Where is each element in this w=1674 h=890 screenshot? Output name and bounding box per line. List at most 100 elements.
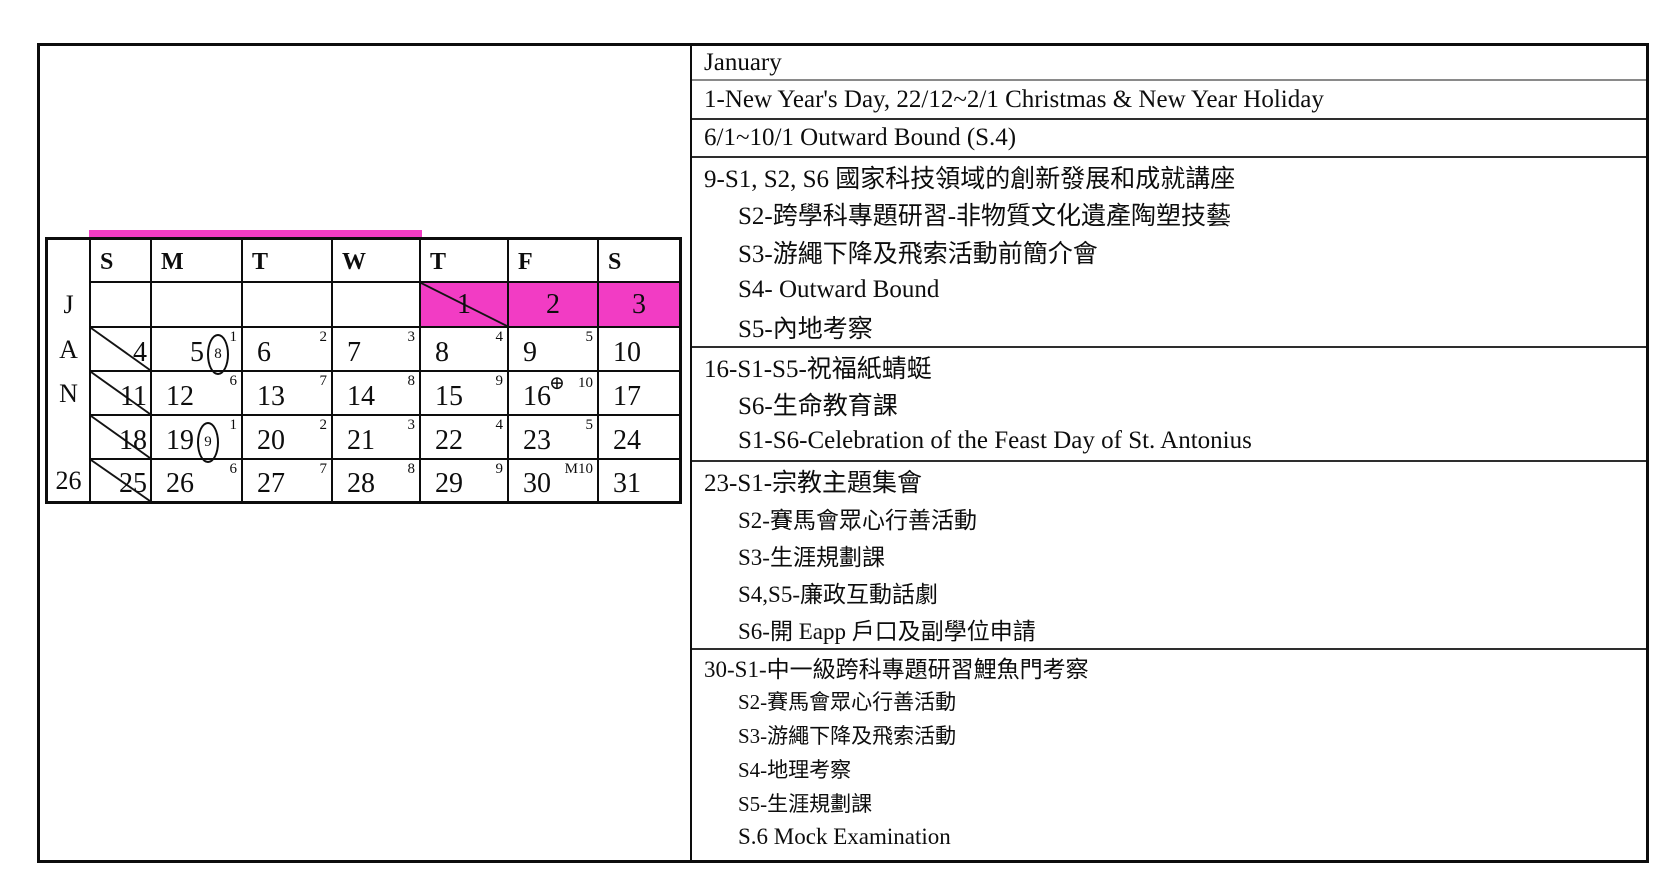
date-number: 20 xyxy=(257,425,285,456)
cycle-day-superscript: 6 xyxy=(229,461,238,477)
date-number-row: 28 xyxy=(333,470,419,498)
day-cell-11: 11 xyxy=(91,372,152,416)
date-number: 11 xyxy=(120,381,147,412)
date-number: 17 xyxy=(613,381,641,412)
event-subitem: S4- Outward Bound xyxy=(738,275,940,303)
day-cell-17: 17 xyxy=(599,372,679,416)
day-cell-26: 6 26 xyxy=(152,460,243,501)
day-cell-13: 7 13 xyxy=(243,372,333,416)
date-number-row: 3 xyxy=(599,291,679,319)
date-number-row: 23 xyxy=(509,427,597,455)
date-number-row: 4 xyxy=(91,339,150,367)
cycle-day-superscript: 1 xyxy=(229,417,238,433)
week-number-label: 26 xyxy=(55,466,82,495)
date-number: 18 xyxy=(119,425,147,456)
cycle-day-superscript: 2 xyxy=(319,329,328,345)
date-number: 6 xyxy=(257,337,271,368)
date-number: 14 xyxy=(347,381,375,412)
date-number-row: 24 xyxy=(599,427,679,455)
holiday-continuation-bar xyxy=(89,230,422,237)
day-cell-24: 24 xyxy=(599,416,679,460)
weekday-header-6: F xyxy=(509,240,599,283)
day-cell-25: 25 xyxy=(91,460,152,501)
calendar-grid: J A N 26 S M T W T F S 1 2 3 4 1 5 8 2 6 3 7 4 8 5 9 10 11 6 12 7 13 8 14… xyxy=(45,237,682,504)
month-label-letter: N xyxy=(59,379,78,408)
date-number: 9 xyxy=(523,337,537,368)
event-heading: 9-S1, S2, S6 國家科技領域的創新發展和成就講座 xyxy=(704,165,1236,193)
crossed-out-diagonal xyxy=(91,372,150,414)
weekday-header-4: W xyxy=(333,240,421,283)
cycle-day-superscript: 1 xyxy=(229,329,238,345)
date-number: 28 xyxy=(347,468,375,499)
event-sections: 1-New Year's Day, 22/12~2/1 Christmas & … xyxy=(692,81,1646,854)
day-cell-20: 2 20 xyxy=(243,416,333,460)
cycle-day-superscript: 3 xyxy=(407,329,416,345)
date-number-row: 1 xyxy=(421,291,507,319)
crossed-out-diagonal xyxy=(91,328,150,370)
month-label-letter: J xyxy=(63,290,74,319)
date-number-row: 15 xyxy=(421,383,507,411)
weekday-header-2: M xyxy=(152,240,243,283)
date-number-row: 18 xyxy=(91,427,150,455)
date-number-row: 27 xyxy=(243,470,331,498)
date-number-row: 9 xyxy=(509,339,597,367)
day-cell-31: 31 xyxy=(599,460,679,501)
cycle-day-superscript: ⊕ 10 xyxy=(549,373,593,394)
weekday-header-1: S xyxy=(91,240,152,283)
date-number: 12 xyxy=(166,381,194,412)
event-heading: 16-S1-S5-祝福紙蜻蜓 xyxy=(704,355,932,383)
cycle-day-superscript: 7 xyxy=(319,373,328,389)
cycle-day-superscript: 4 xyxy=(495,417,504,433)
day-cell-14: 8 14 xyxy=(333,372,421,416)
weekday-header-7: S xyxy=(599,240,679,283)
event-subitem: S6-生命教育課 xyxy=(738,392,898,420)
cycle-day-superscript: M10 xyxy=(564,461,593,477)
date-number-row: 16 xyxy=(509,383,597,411)
event-section-5: 23-S1-宗教主題集會 S2-賽馬會眾心行善活動 S3-生涯規劃課 S4,S5-廉政… xyxy=(692,462,1646,650)
event-section-1: 1-New Year's Day, 22/12~2/1 Christmas & … xyxy=(692,81,1646,120)
date-number-row: 22 xyxy=(421,427,507,455)
event-subitem: S6-開 Eapp 戶口及副學位申請 xyxy=(738,619,1036,645)
day-cell-29: 9 29 xyxy=(421,460,509,501)
event-subitem: S4,S5-廉政互動話劇 xyxy=(738,582,938,608)
day-cell-10: 10 xyxy=(599,328,679,372)
date-number: 10 xyxy=(613,337,641,368)
date-number-row: 31 xyxy=(599,470,679,498)
day-cell-3: 3 xyxy=(599,283,679,328)
january-mini-calendar: J A N 26 S M T W T F S 1 2 3 4 1 5 8 2 6 3 7 4 8 5 9 10 11 6 12 7 13 8 14… xyxy=(45,230,682,504)
event-subitem: S5-生涯規劃課 xyxy=(738,792,873,816)
cycle-day-superscript: 3 xyxy=(407,417,416,433)
date-number: 30 xyxy=(523,468,551,499)
event-subitem: S2-跨學科專題研習-非物質文化遺產陶塑技藝 xyxy=(738,203,1232,231)
date-number-row: 10 xyxy=(599,339,679,367)
event-subitem: S3-生涯規劃課 xyxy=(738,545,885,570)
date-number: 16 xyxy=(523,381,551,412)
events-panel: January 1-New Year's Day, 22/12~2/1 Chri… xyxy=(690,46,1646,860)
event-subitem: S2-賽馬會眾心行善活動 xyxy=(738,690,957,714)
day-cell-19: 1 19 9 xyxy=(152,416,243,463)
day-cell-empty xyxy=(152,283,243,328)
event-heading: 6/1~10/1 Outward Bound (S.4) xyxy=(704,124,1017,151)
date-number-row: 2 xyxy=(509,291,597,319)
day-cell-16: ⊕ 10 16 xyxy=(509,372,599,416)
day-cell-empty xyxy=(91,283,152,328)
weekday-header-3: T xyxy=(243,240,333,283)
crossed-out-diagonal xyxy=(91,460,150,501)
cycle-day-superscript: 2 xyxy=(319,417,328,433)
cycle-day-superscript: 9 xyxy=(495,461,504,477)
event-section-4: 16-S1-S5-祝福紙蜻蜓 S6-生命教育課 S1-S6-Celebration … xyxy=(692,348,1646,462)
day-cell-27: 7 27 xyxy=(243,460,333,501)
date-number-row: 6 xyxy=(243,339,331,367)
event-subitem: S4-地理考察 xyxy=(738,758,852,782)
month-label-column: J A N 26 xyxy=(48,240,91,501)
cycle-day-superscript: 7 xyxy=(319,461,328,477)
date-number-row: 29 xyxy=(421,470,507,498)
date-number-row: 12 xyxy=(152,383,241,411)
date-number-row: 20 xyxy=(243,427,331,455)
day-cell-28: 8 28 xyxy=(333,460,421,501)
date-number-row: 26 xyxy=(152,470,241,498)
